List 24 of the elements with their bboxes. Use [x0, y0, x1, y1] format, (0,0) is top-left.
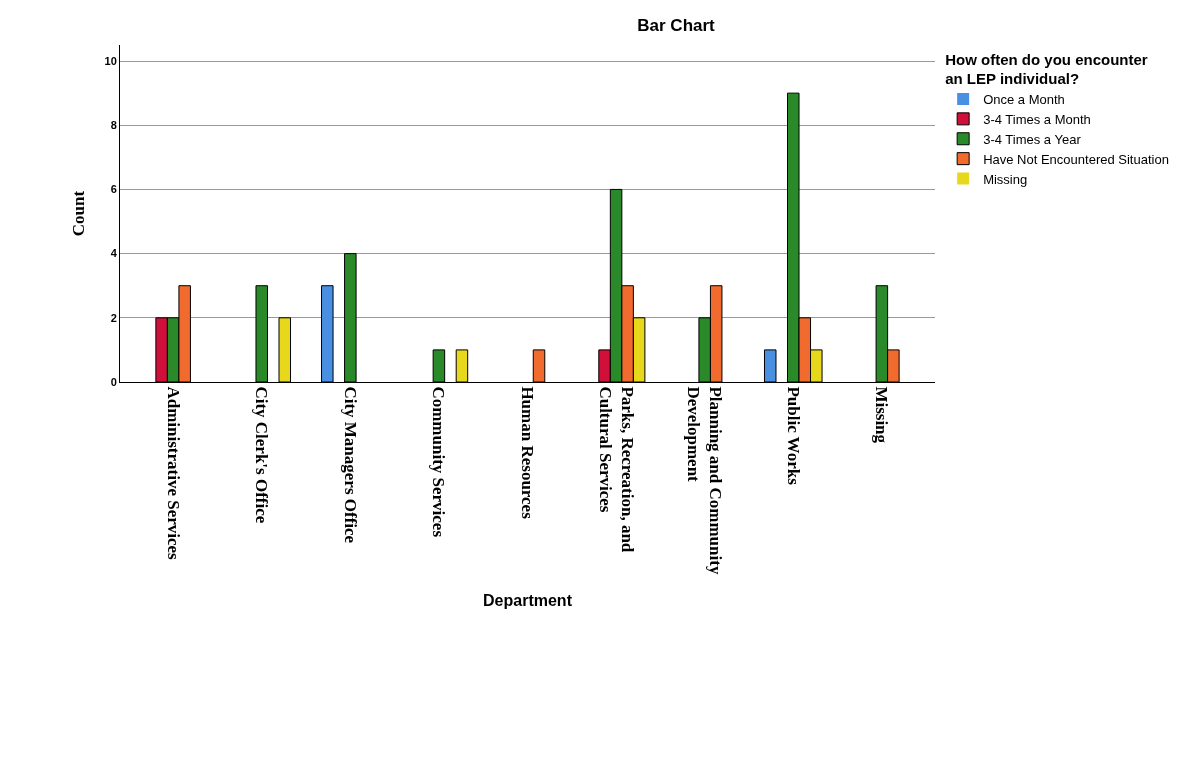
- legend-label: 3-4 Times a Year: [983, 131, 1082, 147]
- x-axis-title: Department: [483, 591, 573, 609]
- legend-label: 3-4 Times a Month: [983, 111, 1091, 127]
- x-tick-label: Administrative Services: [163, 386, 183, 561]
- y-tick-label: 6: [110, 183, 117, 196]
- y-tick-label: 4: [110, 247, 118, 260]
- x-tick-label: Planning and Community Development: [684, 386, 726, 575]
- x-tick-label: Public Works: [783, 386, 803, 486]
- legend-label: Once a Month: [983, 92, 1065, 108]
- x-tick-label: Human Resources: [517, 386, 537, 520]
- y-tick-label: 0: [110, 375, 117, 388]
- y-tick-label: 2: [110, 311, 117, 324]
- x-tick-label: Parks, Recreation, and Cultural Services: [595, 386, 637, 553]
- legend-label: Missing: [983, 171, 1028, 187]
- x-tick-label: City Clerk's Office: [252, 386, 272, 524]
- x-tick-label: City Managers Office: [340, 386, 360, 544]
- y-axis-title: Count: [69, 190, 89, 237]
- y-tick-label: 8: [110, 119, 117, 132]
- chart-title: Bar Chart: [637, 15, 716, 35]
- x-tick-label: Community Services: [429, 386, 449, 538]
- legend-label: Have Not Encountered Situation: [983, 151, 1169, 167]
- legend-title: How often do you encounter an LEP individual?: [945, 50, 1148, 87]
- y-tick-label: 10: [104, 54, 117, 67]
- x-tick-label: Missing: [872, 386, 892, 444]
